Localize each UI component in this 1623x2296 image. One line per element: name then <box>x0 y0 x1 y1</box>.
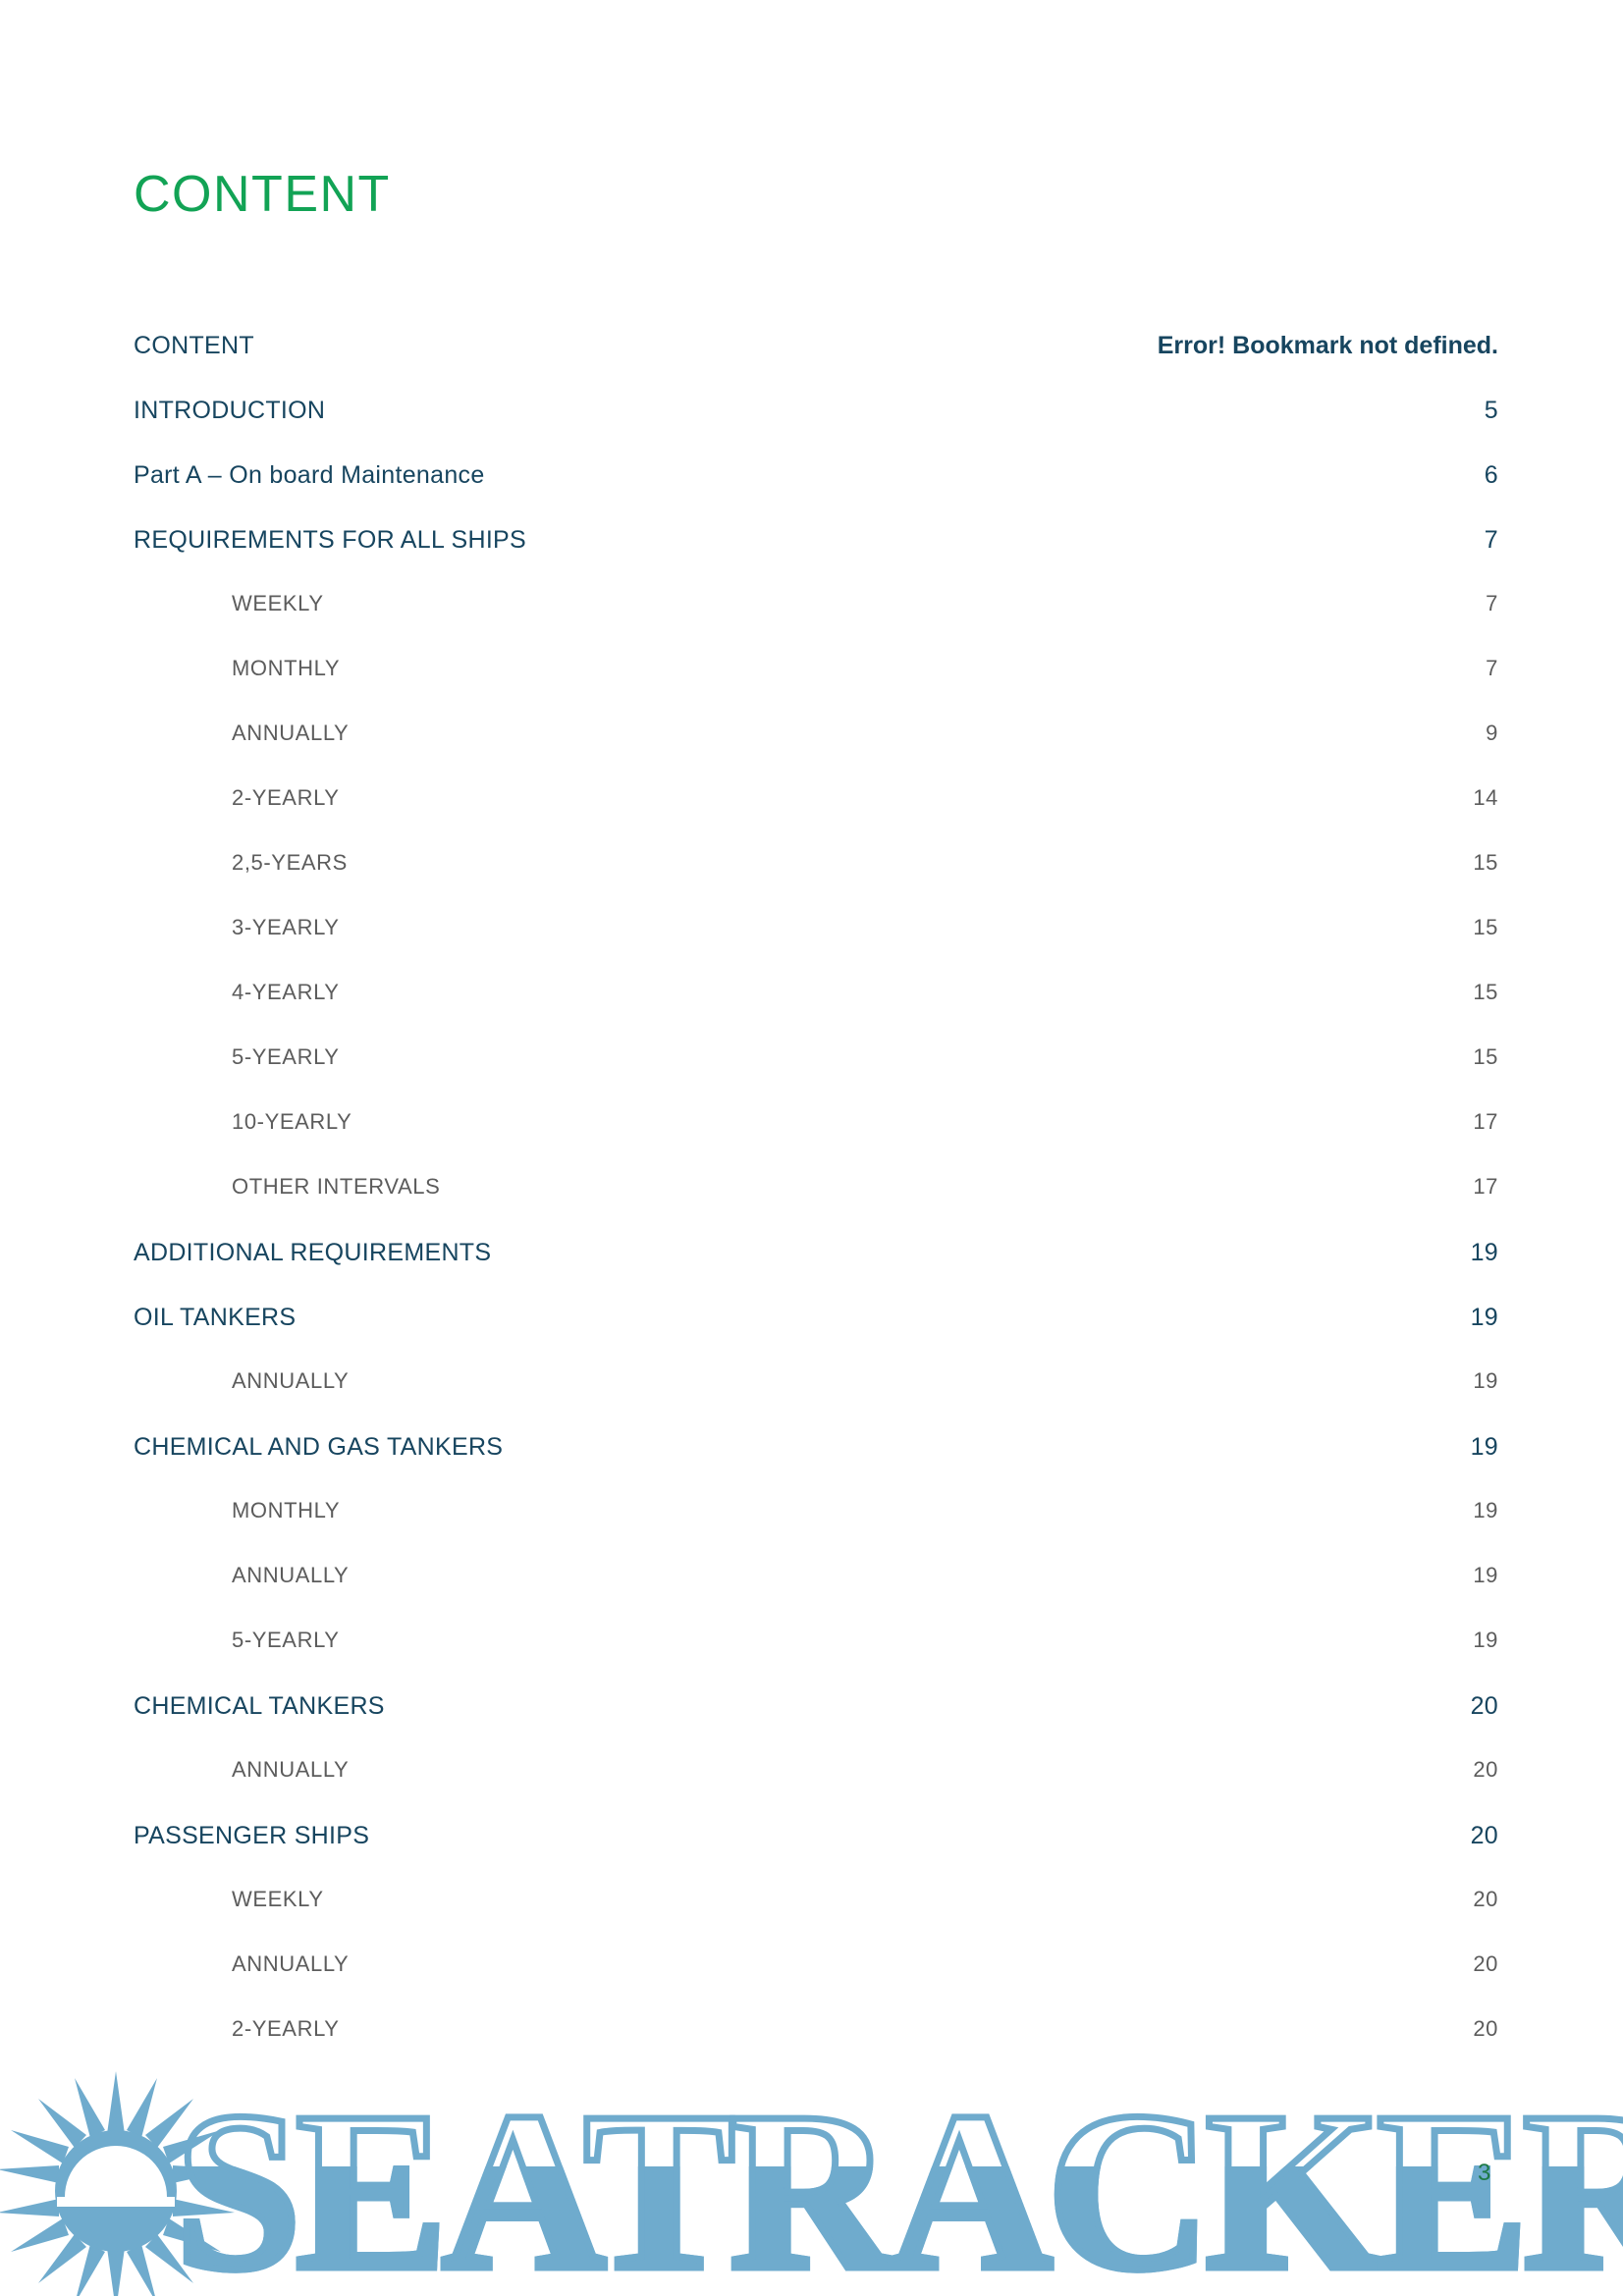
toc-entry[interactable]: CHEMICAL TANKERS 20 <box>134 1692 1498 1757</box>
toc-entry-label: ANNUALLY <box>232 1368 350 1393</box>
toc-entry-label: ANNUALLY <box>232 1951 350 1976</box>
toc-entry-page: Error! Bookmark not defined. <box>1157 332 1498 359</box>
toc-entry[interactable]: 2-YEARLY 20 <box>134 2016 1498 2081</box>
toc-entry-page: 6 <box>1484 461 1498 489</box>
toc-entry-page: 17 <box>1473 1174 1498 1199</box>
toc-entry[interactable]: INTRODUCTION 5 <box>134 397 1498 461</box>
toc-entry[interactable]: CONTENT Error! Bookmark not defined. <box>134 332 1498 397</box>
toc-entry[interactable]: ADDITIONAL REQUIREMENTS 19 <box>134 1239 1498 1304</box>
toc-entry-page: 19 <box>1470 1433 1498 1461</box>
toc-entry[interactable]: ANNUALLY 19 <box>134 1368 1498 1433</box>
toc-entry[interactable]: Part A – On board Maintenance 6 <box>134 461 1498 526</box>
toc-entry-page: 15 <box>1473 850 1498 875</box>
toc-entry-page: 19 <box>1473 1628 1498 1652</box>
toc-entry-label: 2,5-YEARS <box>232 850 348 875</box>
toc-entry[interactable]: WEEKLY 7 <box>134 591 1498 656</box>
toc-entry-page: 15 <box>1473 915 1498 939</box>
toc-entry-label: MONTHLY <box>232 656 341 680</box>
toc-entry-label: ADDITIONAL REQUIREMENTS <box>134 1239 492 1266</box>
toc-entry[interactable]: 3-YEARLY 15 <box>134 915 1498 980</box>
toc-entry[interactable]: ANNUALLY 19 <box>134 1563 1498 1628</box>
toc-entry-page: 9 <box>1486 721 1498 745</box>
toc-entry-label: INTRODUCTION <box>134 397 326 424</box>
toc-entry-label: OIL TANKERS <box>134 1304 297 1331</box>
toc-entry-label: 3-YEARLY <box>232 915 340 939</box>
wordmark-fill: SEATRACKER.RU <box>175 2065 1623 2296</box>
toc-entry[interactable]: OTHER INTERVALS 17 <box>134 1174 1498 1239</box>
toc-entry-page: 19 <box>1470 1304 1498 1331</box>
toc-entry-label: MONTHLY <box>232 1498 341 1522</box>
toc-entry-page: 20 <box>1470 1692 1498 1720</box>
toc-entry[interactable]: ANNUALLY 9 <box>134 721 1498 785</box>
toc-entry-page: 15 <box>1473 1044 1498 1069</box>
toc-entry-label: 5-YEARLY <box>232 1044 340 1069</box>
toc-entry-label: ANNUALLY <box>232 1563 350 1587</box>
toc-entry-page: 15 <box>1473 980 1498 1004</box>
toc-entry-page: 20 <box>1473 1887 1498 1911</box>
toc-entry-page: 7 <box>1486 591 1498 615</box>
toc-entry-page: 7 <box>1484 526 1498 554</box>
toc-entry-page: 20 <box>1470 1822 1498 1849</box>
sunburst-sunrise-icon <box>0 2071 235 2296</box>
toc-entry-page: 19 <box>1470 1239 1498 1266</box>
page-title: CONTENT <box>134 166 391 223</box>
toc-entry-label: WEEKLY <box>232 1887 324 1911</box>
toc-entry-label: OTHER INTERVALS <box>232 1174 441 1199</box>
wordmark-outline: SEATRACKER.RU <box>175 2065 1623 2296</box>
toc-entry-page: 17 <box>1473 1109 1498 1134</box>
toc-entry-page: 14 <box>1473 785 1498 810</box>
toc-entry[interactable]: 4-YEARLY 15 <box>134 980 1498 1044</box>
toc-entry[interactable]: 10-YEARLY 17 <box>134 1109 1498 1174</box>
toc-entry-page: 5 <box>1484 397 1498 424</box>
toc-entry-label: CHEMICAL AND GAS TANKERS <box>134 1433 504 1461</box>
toc-entry[interactable]: WEEKLY 20 <box>134 1887 1498 1951</box>
toc-entry-page: 19 <box>1473 1563 1498 1587</box>
toc-entry-page: 19 <box>1473 1498 1498 1522</box>
toc-entry[interactable]: 2-YEARLY 14 <box>134 785 1498 850</box>
toc-entry-page: 20 <box>1473 1757 1498 1782</box>
toc-entry[interactable]: PASSENGER SHIPS 20 <box>134 1822 1498 1887</box>
toc-entry-label: 10-YEARLY <box>232 1109 352 1134</box>
toc-entry[interactable]: ANNUALLY 20 <box>134 1951 1498 2016</box>
toc-entry[interactable]: OIL TANKERS 19 <box>134 1304 1498 1368</box>
toc-entry[interactable]: ANNUALLY 20 <box>134 1757 1498 1822</box>
table-of-contents: CONTENT Error! Bookmark not defined. INTRO… <box>134 332 1498 2081</box>
toc-entry-label: 5-YEARLY <box>232 1628 340 1652</box>
toc-entry-label: CONTENT <box>134 332 254 359</box>
toc-entry[interactable]: 5-YEARLY 15 <box>134 1044 1498 1109</box>
toc-entry[interactable]: 2,5-YEARS 15 <box>134 850 1498 915</box>
toc-entry[interactable]: MONTHLY 19 <box>134 1498 1498 1563</box>
toc-entry-label: 2-YEARLY <box>232 785 340 810</box>
toc-entry-label: PASSENGER SHIPS <box>134 1822 370 1849</box>
toc-entry-label: 4-YEARLY <box>232 980 340 1004</box>
toc-entry-label: REQUIREMENTS FOR ALL SHIPS <box>134 526 527 554</box>
toc-entry-label: 2-YEARLY <box>232 2016 340 2041</box>
page-number: 3 <box>1478 2160 1491 2186</box>
toc-entry-page: 7 <box>1486 656 1498 680</box>
toc-entry-page: 20 <box>1473 2016 1498 2041</box>
toc-entry[interactable]: REQUIREMENTS FOR ALL SHIPS 7 <box>134 526 1498 591</box>
toc-entry[interactable]: 5-YEARLY 19 <box>134 1628 1498 1692</box>
toc-entry-page: 20 <box>1473 1951 1498 1976</box>
toc-entry-label: ANNUALLY <box>232 721 350 745</box>
toc-entry[interactable]: CHEMICAL AND GAS TANKERS 19 <box>134 1433 1498 1498</box>
toc-entry-page: 19 <box>1473 1368 1498 1393</box>
toc-entry-label: ANNUALLY <box>232 1757 350 1782</box>
toc-entry[interactable]: MONTHLY 7 <box>134 656 1498 721</box>
toc-entry-label: CHEMICAL TANKERS <box>134 1692 385 1720</box>
toc-entry-label: WEEKLY <box>232 591 324 615</box>
watermark-wordmark: SEATRACKER.RU SEATRACKER.RU <box>172 2062 1623 2296</box>
toc-entry-label: Part A – On board Maintenance <box>134 461 485 489</box>
